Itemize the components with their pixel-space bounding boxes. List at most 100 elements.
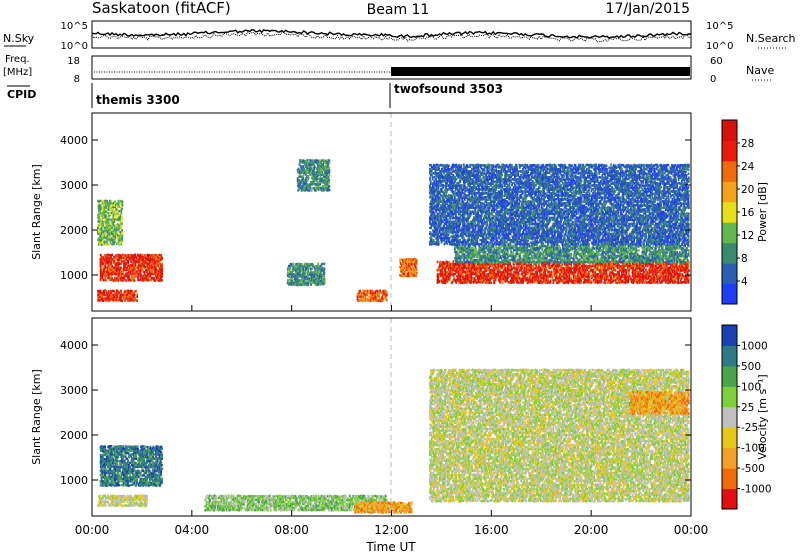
heatmap-cell	[467, 260, 469, 262]
heatmap-cell	[484, 255, 486, 257]
heatmap-cell	[142, 256, 144, 258]
heatmap-cell	[640, 273, 642, 275]
heatmap-cell	[516, 255, 518, 257]
heatmap-cell	[500, 257, 502, 259]
heatmap-cell	[532, 265, 534, 267]
noise-panel: N.Sky 10^5 10^0 10^5 10^0 N.Search	[3, 21, 796, 52]
heatmap-cell	[301, 284, 303, 286]
plot-title: Saskatoon (fitACF)	[92, 0, 231, 17]
heatmap-cell	[141, 274, 143, 276]
heatmap-cell	[99, 211, 101, 213]
heatmap-cell	[465, 261, 467, 263]
heatmap-cell	[161, 257, 163, 259]
heatmap-cell	[619, 267, 621, 269]
heatmap-cell	[688, 277, 690, 279]
heatmap-cell	[585, 272, 587, 274]
heatmap-cell	[513, 249, 515, 251]
heatmap-cell	[510, 275, 512, 277]
heatmap-cell	[404, 274, 406, 276]
heatmap-cell	[569, 261, 571, 263]
heatmap-cell	[100, 263, 102, 265]
heatmap-cell	[111, 231, 113, 233]
heatmap-cell	[115, 215, 117, 217]
heatmap-cell	[122, 279, 124, 281]
heatmap-cell	[308, 267, 310, 269]
heatmap-cell	[445, 280, 447, 282]
heatmap-cell	[627, 280, 629, 282]
heatmap-cell	[414, 263, 416, 265]
heatmap-cell	[410, 274, 412, 276]
heatmap-cell	[466, 257, 468, 259]
heatmap-cell	[109, 254, 111, 256]
heatmap-cell	[659, 279, 661, 281]
heatmap-cell	[416, 269, 418, 271]
heatmap-cell	[606, 273, 608, 275]
heatmap-cell	[101, 244, 103, 246]
heatmap-cell	[121, 229, 123, 231]
heatmap-cell	[437, 261, 439, 263]
heatmap-cell	[160, 254, 162, 256]
heatmap-cell	[464, 279, 466, 281]
heatmap-cell	[455, 253, 457, 255]
heatmap-cell	[161, 279, 163, 281]
heatmap-cell	[320, 176, 322, 178]
freq-label-line2: [MHz]	[3, 67, 32, 78]
heatmap-cell	[323, 275, 325, 277]
heatmap-cell	[514, 259, 516, 261]
heatmap-cell	[577, 267, 579, 269]
heatmap-cell	[619, 265, 621, 267]
heatmap-cell	[161, 273, 163, 275]
heatmap-cell	[475, 271, 477, 273]
heatmap-cell	[617, 265, 619, 267]
heatmap-cell	[102, 277, 104, 279]
heatmap-cell	[136, 270, 138, 272]
heatmap-cell	[541, 277, 543, 279]
heatmap-cell	[105, 279, 107, 281]
noise-left-label: N.Sky	[3, 32, 35, 45]
heatmap-cell	[310, 167, 312, 169]
heatmap-cell	[113, 290, 115, 292]
heatmap-cell	[663, 275, 665, 277]
cpid-label: CPID	[7, 88, 36, 101]
heatmap-cell	[134, 294, 136, 296]
heatmap-cell	[296, 263, 298, 265]
heatmap-cell	[156, 263, 158, 265]
heatmap-cell	[568, 252, 570, 254]
heatmap-cell	[568, 273, 570, 275]
heatmap-cell	[287, 267, 289, 269]
heatmap-cell	[537, 275, 539, 277]
heatmap-cell	[132, 271, 134, 273]
heatmap-cell	[318, 271, 320, 273]
heatmap-cell	[604, 282, 606, 284]
heatmap-cell	[114, 237, 116, 239]
noise-right-tick-high: 10^5	[706, 21, 733, 32]
heatmap-cell	[571, 267, 573, 269]
heatmap-cell	[311, 189, 313, 191]
heatmap-cell	[562, 279, 564, 281]
heatmap-cell	[523, 258, 525, 260]
heatmap-cell	[545, 282, 547, 284]
heatmap-cell	[138, 279, 140, 281]
heatmap-cell	[146, 271, 148, 273]
heatmap-cell	[558, 262, 560, 264]
heatmap-cell	[159, 254, 161, 256]
heatmap-cell	[119, 216, 121, 218]
heatmap-cell	[568, 255, 570, 257]
heatmap-cell	[472, 257, 474, 259]
heatmap-cell	[102, 256, 104, 258]
heatmap-cell	[461, 261, 463, 263]
beam-label: Beam 11	[367, 2, 430, 18]
heatmap-cell	[678, 282, 680, 284]
heatmap-cell	[290, 284, 292, 286]
heatmap-cell	[104, 277, 106, 279]
heatmap-cell	[112, 273, 114, 275]
heatmap-cell	[136, 299, 138, 301]
heatmap-cell	[659, 271, 661, 273]
heatmap-cell	[137, 267, 139, 269]
heatmap-cell	[134, 297, 136, 299]
heatmap-cell	[290, 267, 292, 269]
heatmap-cell	[303, 170, 305, 172]
heatmap-cell	[117, 279, 119, 281]
heatmap-cell	[670, 275, 672, 277]
